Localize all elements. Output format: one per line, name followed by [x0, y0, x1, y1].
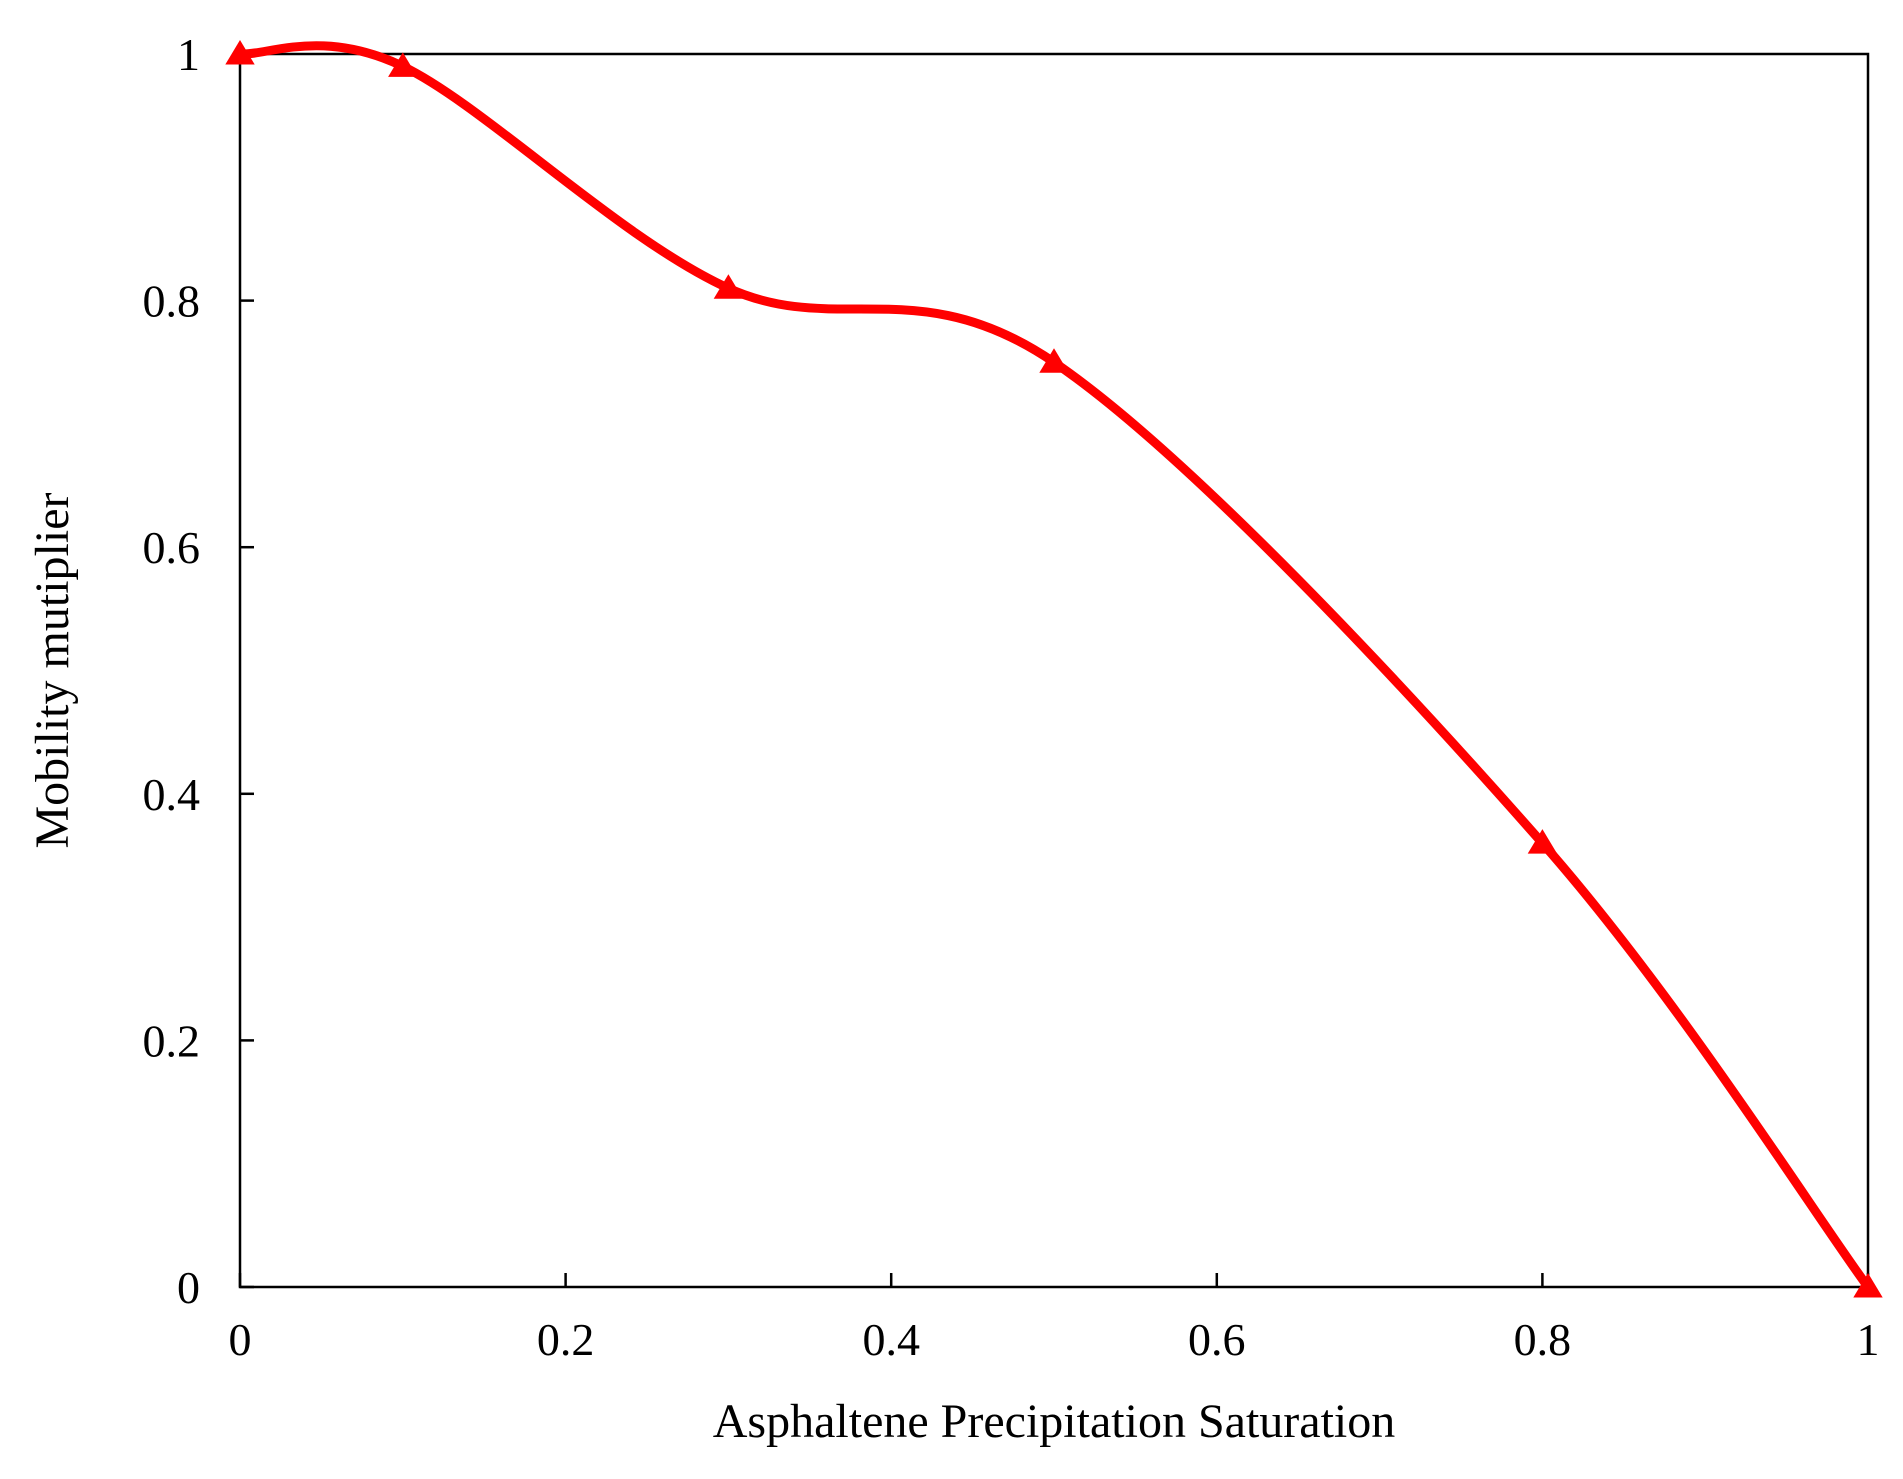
x-axis-label: Asphaltene Precipitation Saturation — [713, 1395, 1396, 1448]
y-tick-label: 0 — [177, 1262, 200, 1313]
y-tick-label: 1 — [177, 29, 200, 80]
data-point-marker — [1527, 829, 1558, 854]
data-point-marker — [225, 40, 255, 65]
x-tick-label: 0.2 — [537, 1314, 595, 1365]
y-tick-label: 0.4 — [143, 769, 201, 820]
series-line — [235, 41, 1873, 1292]
y-tick-label: 0.6 — [143, 522, 201, 573]
x-tick-label: 0 — [229, 1314, 252, 1365]
axes — [238, 52, 1870, 1289]
y-tick-label: 0.2 — [143, 1015, 201, 1066]
y-tick-label: 0.8 — [143, 276, 201, 327]
data-point-marker — [1853, 1273, 1883, 1298]
x-tick-label: 1 — [1857, 1314, 1880, 1365]
x-tick-label: 0.8 — [1514, 1314, 1572, 1365]
data-point-marker — [713, 274, 744, 299]
series-layer — [225, 40, 1883, 1298]
data-point-marker — [1039, 348, 1069, 373]
y-axis-label: Mobility mutiplier — [26, 492, 79, 848]
x-tick-label: 0.4 — [862, 1314, 920, 1365]
x-tick-label: 0.6 — [1188, 1314, 1246, 1365]
ticks: 0 0.2 0.4 0.6 0.8 1 0 0.2 0.4 0.6 0.8 1 — [143, 29, 1880, 1365]
data-point-marker — [388, 52, 418, 77]
plot-frame — [238, 52, 1870, 1289]
labels: Asphaltene Precipitation Saturation Mobi… — [26, 492, 1395, 1448]
